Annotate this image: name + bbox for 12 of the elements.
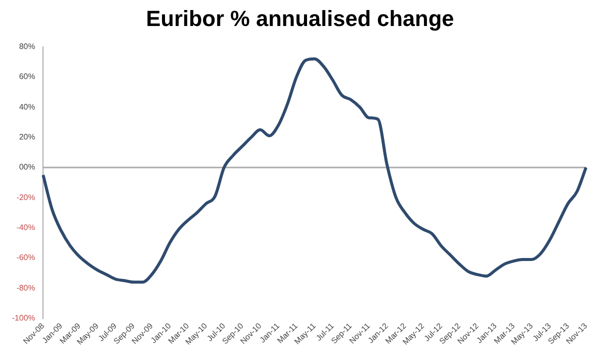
y-tick-label: 40% xyxy=(19,102,36,112)
y-tick-label: 00% xyxy=(19,162,36,172)
y-tick-label: -60% xyxy=(16,253,36,262)
y-tick-label: 60% xyxy=(19,72,36,82)
chart-title: Euribor % annualised change xyxy=(144,5,456,33)
line-series xyxy=(42,57,588,284)
y-tick-label: -40% xyxy=(16,223,36,232)
y-tick-label: -80% xyxy=(16,283,36,292)
y-tick-label: -100% xyxy=(12,314,36,323)
y-tick-label: 20% xyxy=(19,132,36,142)
y-tick-label: -20% xyxy=(16,192,36,202)
y-tick-label: 80% xyxy=(19,42,36,52)
